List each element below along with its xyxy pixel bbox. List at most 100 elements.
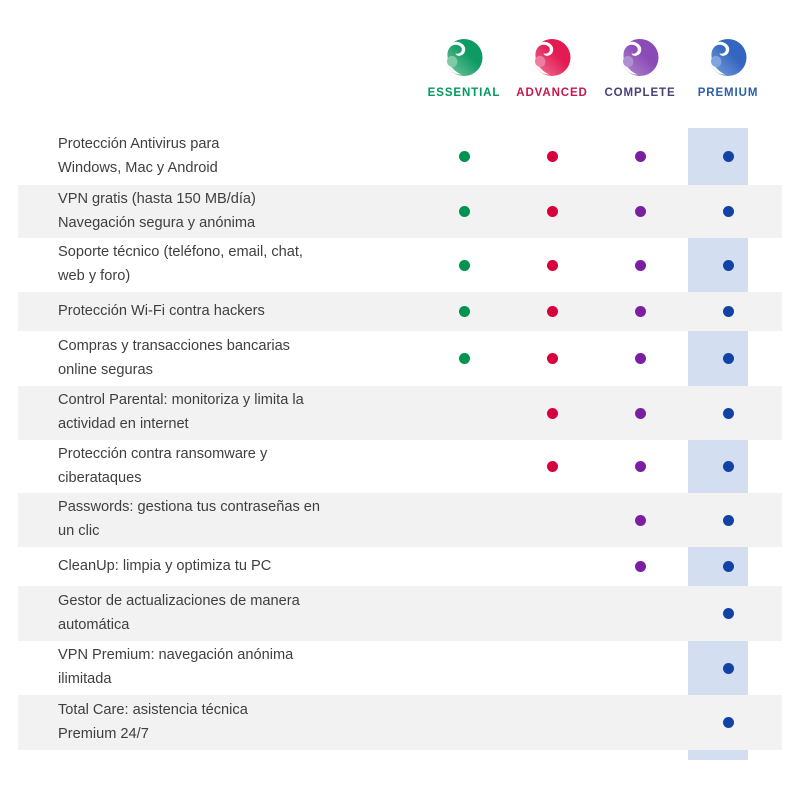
included-dot-icon-essential [458,259,470,271]
plan-header-premium[interactable]: PREMIUM [684,36,772,99]
included-dot-icon-advanced [546,206,558,217]
plan-header-essential[interactable]: ESSENTIAL [420,36,508,99]
included-dot-icon-advanced [546,306,558,317]
plan-logo-icon-advanced [530,36,574,80]
table-header: ESSENTIAL ADVANCED COMPLETE PREMIUM [0,0,800,128]
cell-essential [420,493,508,547]
cell-complete [596,292,684,331]
feature-label: CleanUp: limpia y optimiza tu PC [58,557,272,574]
included-dot-icon-premium [722,608,734,619]
included-dot-icon-premium [722,151,734,162]
included-dot-icon-complete [634,306,646,317]
plan-logo-icon-essential [442,36,486,80]
feature-availability-cells [420,440,780,493]
table-row: Protección Wi-Fi contra hackers [0,292,800,331]
cell-advanced [508,440,596,493]
cell-essential [420,128,508,185]
cell-complete [596,238,684,292]
cell-essential [420,695,508,750]
table-row: VPN Premium: navegación anónima ilimitad… [0,641,800,695]
feature-label: Gestor de actualizaciones de manera auto… [58,592,300,633]
cell-essential [420,440,508,493]
cell-premium [684,331,772,386]
cell-complete [596,440,684,493]
feature-availability-cells [420,185,780,238]
cell-complete [596,185,684,238]
included-dot-icon-essential [458,206,470,217]
plan-header-advanced[interactable]: ADVANCED [508,36,596,99]
cell-advanced [508,547,596,586]
included-dot-icon-advanced [546,151,558,162]
cell-advanced [508,386,596,440]
included-dot-icon-complete [634,561,646,572]
included-dot-icon-premium [722,561,734,572]
feature-label: Soporte técnico (teléfono, email, chat, … [58,244,303,284]
cell-essential [420,185,508,238]
included-dot-icon-essential [458,151,470,162]
cell-essential [420,586,508,641]
included-dot-icon-complete [634,259,646,271]
cell-premium [684,185,772,238]
table-row: Soporte técnico (teléfono, email, chat, … [0,238,800,292]
feature-label: Control Parental: monitoriza y limita la… [58,392,304,432]
included-dot-icon-complete [634,407,646,419]
included-dot-icon-premium [722,461,734,472]
included-dot-icon-complete [634,151,646,162]
included-dot-icon-essential [458,306,470,317]
cell-advanced [508,331,596,386]
plan-header-columns: ESSENTIAL ADVANCED COMPLETE PREMIUM [420,36,780,99]
feature-label: Total Care: asistencia técnica Premium 2… [58,701,248,742]
feature-availability-cells [420,128,780,185]
feature-availability-cells [420,547,780,586]
cell-essential [420,238,508,292]
feature-label: Compras y transacciones bancarias online… [58,337,290,378]
cell-advanced [508,493,596,547]
feature-availability-cells [420,238,780,292]
cell-advanced [508,641,596,695]
cell-essential [420,292,508,331]
included-dot-icon-essential [458,353,470,364]
cell-complete [596,493,684,547]
cell-complete [596,641,684,695]
cell-premium [684,493,772,547]
included-dot-icon-premium [722,206,734,217]
included-dot-icon-complete [634,461,646,472]
plan-name-premium: PREMIUM [697,87,759,99]
cell-complete [596,695,684,750]
feature-availability-cells [420,586,780,641]
cell-complete [596,386,684,440]
table-row: Protección contra ransomware y ciberataq… [0,440,800,493]
feature-availability-cells [420,695,780,750]
included-dot-icon-premium [722,662,734,674]
cell-complete [596,586,684,641]
cell-advanced [508,185,596,238]
plan-header-complete[interactable]: COMPLETE [596,36,684,99]
plan-name-advanced: ADVANCED [516,87,588,99]
cell-complete [596,128,684,185]
feature-rows: Protección Antivirus para Windows, Mac y… [0,128,800,750]
cell-advanced [508,586,596,641]
cell-premium [684,586,772,641]
included-dot-icon-advanced [546,259,558,271]
feature-label: Passwords: gestiona tus contraseñas en u… [58,499,321,539]
cell-advanced [508,128,596,185]
cell-advanced [508,238,596,292]
feature-label: Protección Antivirus para Windows, Mac y… [58,135,220,176]
plan-logo-icon-premium [706,36,750,80]
included-dot-icon-complete [634,206,646,217]
included-dot-icon-premium [722,353,734,364]
table-row: Total Care: asistencia técnica Premium 2… [0,695,800,750]
cell-premium [684,128,772,185]
included-dot-icon-premium [722,306,734,317]
included-dot-icon-complete [634,353,646,364]
included-dot-icon-advanced [546,407,558,419]
table-row: Protección Antivirus para Windows, Mac y… [0,128,800,185]
cell-advanced [508,695,596,750]
included-dot-icon-advanced [546,353,558,364]
cell-premium [684,547,772,586]
feature-availability-cells [420,331,780,386]
feature-label: Protección contra ransomware y ciberataq… [58,445,268,486]
feature-availability-cells [420,386,780,440]
table-row: Compras y transacciones bancarias online… [0,331,800,386]
